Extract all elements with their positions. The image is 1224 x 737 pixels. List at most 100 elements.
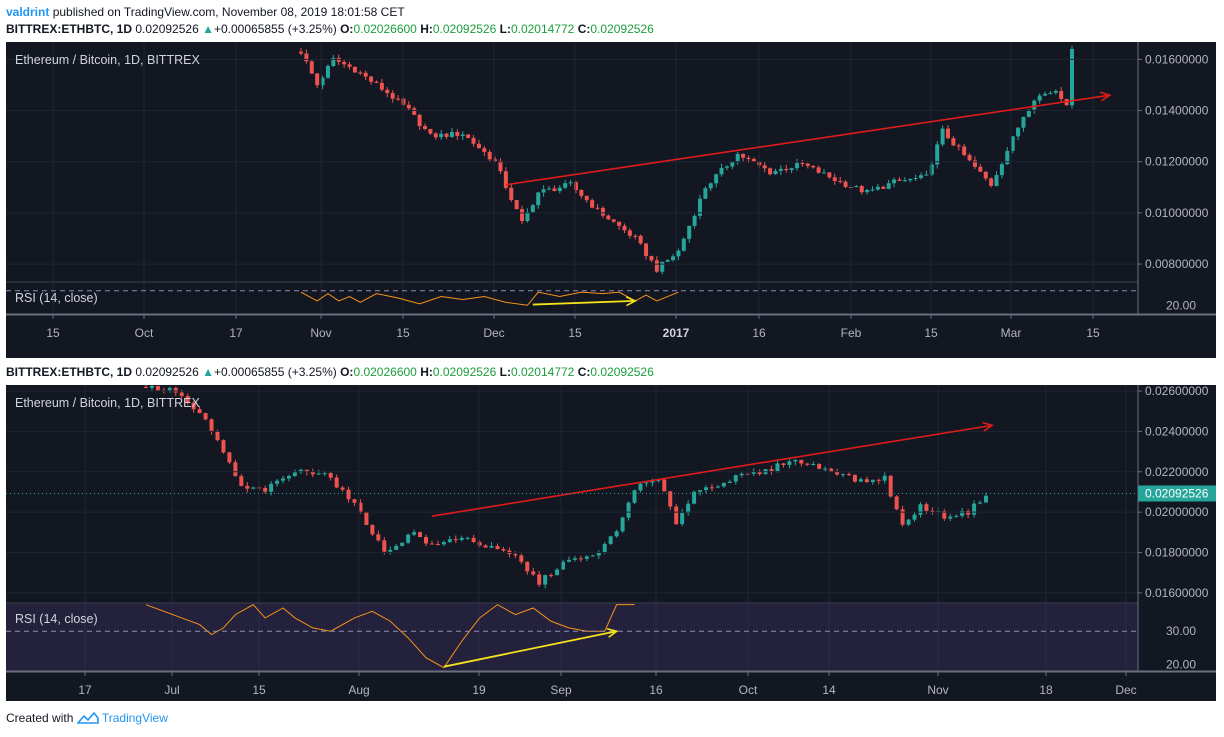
candle-body <box>441 541 446 545</box>
candle-body <box>418 532 423 538</box>
candle <box>660 261 665 275</box>
candle <box>614 529 619 538</box>
candle-body <box>644 243 649 256</box>
candle-body <box>638 235 643 244</box>
candle-body <box>439 133 444 138</box>
candle-body <box>209 419 214 432</box>
candle-body <box>602 543 607 553</box>
candle-body <box>1059 91 1064 100</box>
candle <box>966 509 971 519</box>
candle <box>854 185 859 188</box>
chart-svg-bottom[interactable]: 0.02600000 0.02400000 0.02200000 0.02000000… <box>6 384 1216 701</box>
candle-body <box>299 51 303 54</box>
candle <box>514 199 519 210</box>
candle-body <box>358 72 363 74</box>
candle <box>960 507 965 518</box>
candle <box>762 161 767 173</box>
candle-body <box>364 512 369 525</box>
candle <box>466 134 471 139</box>
chart-svg-top[interactable]: 0.01600000 0.01400000 0.01200000 0.01000000… <box>6 42 1216 358</box>
candle <box>769 465 774 475</box>
candle-body <box>309 61 314 74</box>
candle <box>555 567 560 576</box>
chart-panel-top[interactable]: 0.01600000 0.01400000 0.01200000 0.01000000… <box>6 42 1216 358</box>
candle-body <box>549 575 554 577</box>
candle-body <box>650 481 655 483</box>
candle-body <box>951 138 956 146</box>
candle <box>309 60 314 74</box>
candle-body <box>773 170 778 175</box>
candle-body <box>614 531 619 537</box>
candle <box>568 179 573 187</box>
candle-body <box>730 162 735 167</box>
close-label: C: <box>577 22 591 36</box>
candle <box>315 73 320 88</box>
candle <box>676 248 681 261</box>
candle-body <box>735 153 740 163</box>
rsi-band <box>6 603 1138 671</box>
candle-body <box>304 469 309 472</box>
candle <box>724 165 729 171</box>
candle <box>364 511 369 526</box>
chart-title: Ethereum / Bitcoin, 1D, BITTREX <box>15 53 200 67</box>
price-tick-label: 0.01200000 <box>1145 155 1209 169</box>
candle-body <box>596 552 601 556</box>
candle <box>1048 91 1053 95</box>
candle-body <box>823 468 828 470</box>
candle-body <box>632 490 637 503</box>
candle-body <box>281 478 286 481</box>
candle <box>525 208 530 223</box>
candle <box>983 171 988 181</box>
chart-panel-bottom[interactable]: 0.02600000 0.02400000 0.02200000 0.02000000… <box>6 384 1216 701</box>
candle-body <box>846 474 851 476</box>
candle <box>795 158 800 171</box>
candle-body <box>394 545 399 550</box>
candle-body <box>858 479 863 482</box>
candle-body <box>363 72 368 77</box>
ticker-symbol: BITTREX:ETHBTC, 1D <box>6 22 132 36</box>
candle <box>608 535 613 546</box>
publisher-name[interactable]: valdrint <box>6 5 50 19</box>
candle <box>495 543 500 550</box>
candle-body <box>579 189 584 196</box>
candle-body <box>865 189 870 193</box>
candle <box>435 540 440 546</box>
candle <box>530 203 535 214</box>
candle-body <box>428 128 433 134</box>
candle <box>611 219 616 223</box>
candle-body <box>501 549 506 551</box>
candle-body <box>423 126 428 129</box>
candle-body <box>739 473 744 476</box>
candle <box>320 75 325 90</box>
candle-body <box>525 212 530 222</box>
candle-body <box>894 496 899 510</box>
candle-body <box>1021 116 1026 128</box>
candle-body <box>444 133 449 137</box>
candle <box>989 177 994 188</box>
candle-body <box>352 66 357 73</box>
candle-body <box>590 200 595 208</box>
candle <box>590 554 595 557</box>
candle <box>1070 45 1074 109</box>
candle <box>913 174 918 181</box>
candle <box>1005 146 1010 165</box>
candle <box>929 160 934 177</box>
price-tick-label: 0.02000000 <box>1145 505 1209 519</box>
rsi-label: RSI (14, close) <box>15 612 98 626</box>
candle <box>875 183 880 191</box>
candle-body <box>1032 100 1037 110</box>
candle <box>843 180 848 189</box>
tradingview-link[interactable]: TradingView <box>101 711 168 725</box>
time-tick-label: Aug <box>348 683 369 697</box>
candle <box>751 157 756 162</box>
candle <box>735 151 740 165</box>
rsi-line <box>145 604 635 669</box>
candle <box>269 481 274 496</box>
candle <box>852 474 857 483</box>
candle-body <box>859 186 864 193</box>
candle-body <box>960 510 965 516</box>
ticker-line-bottom: BITTREX:ETHBTC, 1D 0.02092526 ▲+0.000658… <box>6 365 654 379</box>
candle-body <box>573 182 578 190</box>
candle-body <box>876 479 881 481</box>
candle <box>304 49 309 64</box>
